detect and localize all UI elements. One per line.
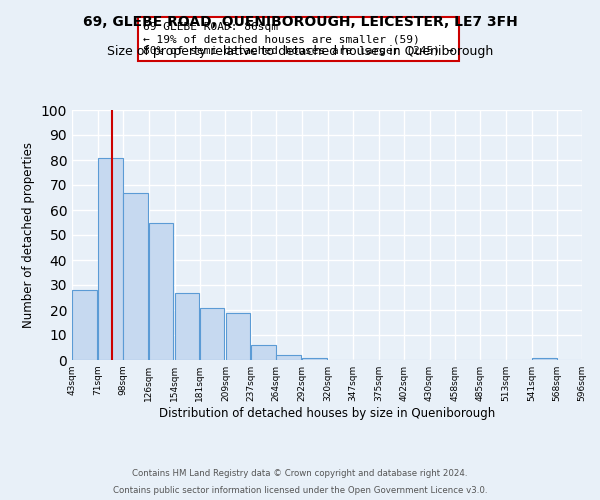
Text: Contains public sector information licensed under the Open Government Licence v3: Contains public sector information licen… bbox=[113, 486, 487, 495]
Bar bbox=[277, 355, 301, 360]
Bar bbox=[175, 292, 199, 360]
Text: Contains HM Land Registry data © Crown copyright and database right 2024.: Contains HM Land Registry data © Crown c… bbox=[132, 468, 468, 477]
Text: Size of property relative to detached houses in Queniborough: Size of property relative to detached ho… bbox=[107, 45, 493, 58]
Bar bbox=[200, 308, 224, 360]
Bar bbox=[149, 222, 173, 360]
Bar bbox=[302, 358, 327, 360]
Bar bbox=[532, 358, 557, 360]
X-axis label: Distribution of detached houses by size in Queniborough: Distribution of detached houses by size … bbox=[159, 407, 495, 420]
Bar bbox=[72, 290, 97, 360]
Text: 69 GLEBE ROAD: 86sqm
← 19% of detached houses are smaller (59)
80% of semi-detac: 69 GLEBE ROAD: 86sqm ← 19% of detached h… bbox=[143, 22, 454, 56]
Text: 69, GLEBE ROAD, QUENIBOROUGH, LEICESTER, LE7 3FH: 69, GLEBE ROAD, QUENIBOROUGH, LEICESTER,… bbox=[83, 15, 517, 29]
Bar bbox=[98, 158, 122, 360]
Y-axis label: Number of detached properties: Number of detached properties bbox=[22, 142, 35, 328]
Bar bbox=[123, 192, 148, 360]
Bar bbox=[226, 312, 250, 360]
Bar bbox=[251, 345, 276, 360]
